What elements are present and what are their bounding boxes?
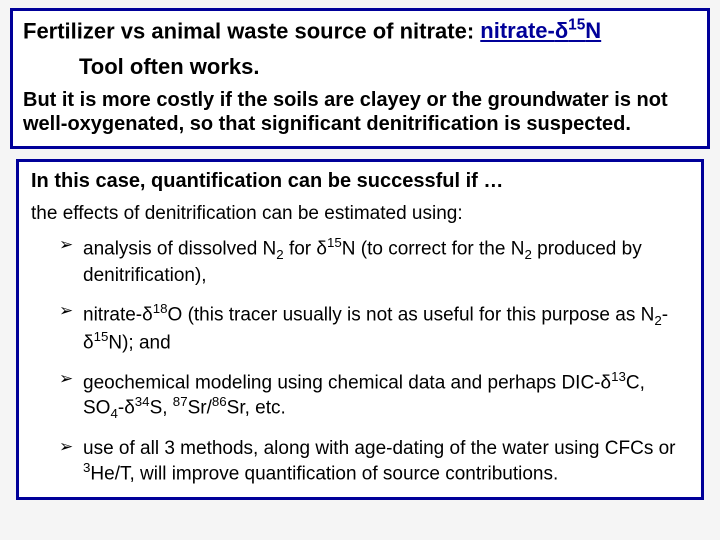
intro: the effects of denitrification can be es… — [31, 203, 689, 225]
top-para: But it is more costly if the soils are c… — [23, 88, 697, 136]
bullet-3: geochemical modeling using chemical data… — [65, 369, 689, 423]
b3-s2: 34 — [135, 394, 150, 409]
top-box: Fertilizer vs animal waste source of nit… — [10, 8, 710, 149]
b4-a: use of all 3 methods, along with age-dat… — [83, 438, 676, 459]
bottom-box: In this case, quantification can be succ… — [16, 159, 704, 500]
heading: In this case, quantification can be succ… — [31, 170, 689, 193]
b2-d: N); and — [108, 333, 170, 354]
bullet-2: nitrate-δ18O (this tracer usually is not… — [65, 301, 689, 355]
tracer-element: N — [585, 18, 601, 43]
b1-b: for — [284, 239, 317, 260]
b3-s4: 86 — [212, 394, 227, 409]
b3-d1: δ — [601, 372, 612, 393]
b3-d: S, — [150, 398, 173, 419]
tool-works: Tool often works. — [79, 54, 697, 80]
bullet-4: use of all 3 methods, along with age-dat… — [65, 437, 689, 486]
tracer-delta: δ — [555, 18, 568, 43]
b2-c: - — [662, 304, 668, 325]
b3-sub: 4 — [110, 406, 117, 421]
b1-a: analysis of dissolved N — [83, 239, 276, 260]
tracer-super: 15 — [568, 17, 585, 34]
b2-b: O (this tracer usually is not as useful … — [168, 304, 655, 325]
b1-c: N (to correct for the N — [342, 239, 525, 260]
b1-sup: 15 — [327, 235, 342, 250]
b1-sub2: 2 — [524, 247, 531, 262]
b1-sub1: 2 — [276, 247, 283, 262]
title-line: Fertilizer vs animal waste source of nit… — [23, 17, 697, 44]
b3-a: geochemical modeling using chemical data… — [83, 372, 601, 393]
b3-s3: 87 — [173, 394, 188, 409]
tracer-prefix: nitrate- — [480, 18, 555, 43]
b1-delta: δ — [316, 239, 327, 260]
b3-s1: 13 — [611, 369, 626, 384]
b2-sup1: 18 — [153, 301, 168, 316]
b4-b: He/T, will improve quantification of sou… — [90, 463, 558, 484]
b2-a: nitrate-δ — [83, 304, 153, 325]
bullet-1: analysis of dissolved N2 for δ15N (to co… — [65, 235, 689, 287]
b2-sub: 2 — [654, 313, 661, 328]
b3-f: Sr, etc. — [227, 398, 286, 419]
b2-delta: δ — [83, 333, 94, 354]
b3-d2: δ — [124, 398, 135, 419]
b3-e: Sr/ — [188, 398, 212, 419]
b2-sup2: 15 — [94, 329, 109, 344]
title-tracer: nitrate-δ15N — [480, 18, 601, 43]
title-plain: Fertilizer vs animal waste source of nit… — [23, 18, 480, 43]
